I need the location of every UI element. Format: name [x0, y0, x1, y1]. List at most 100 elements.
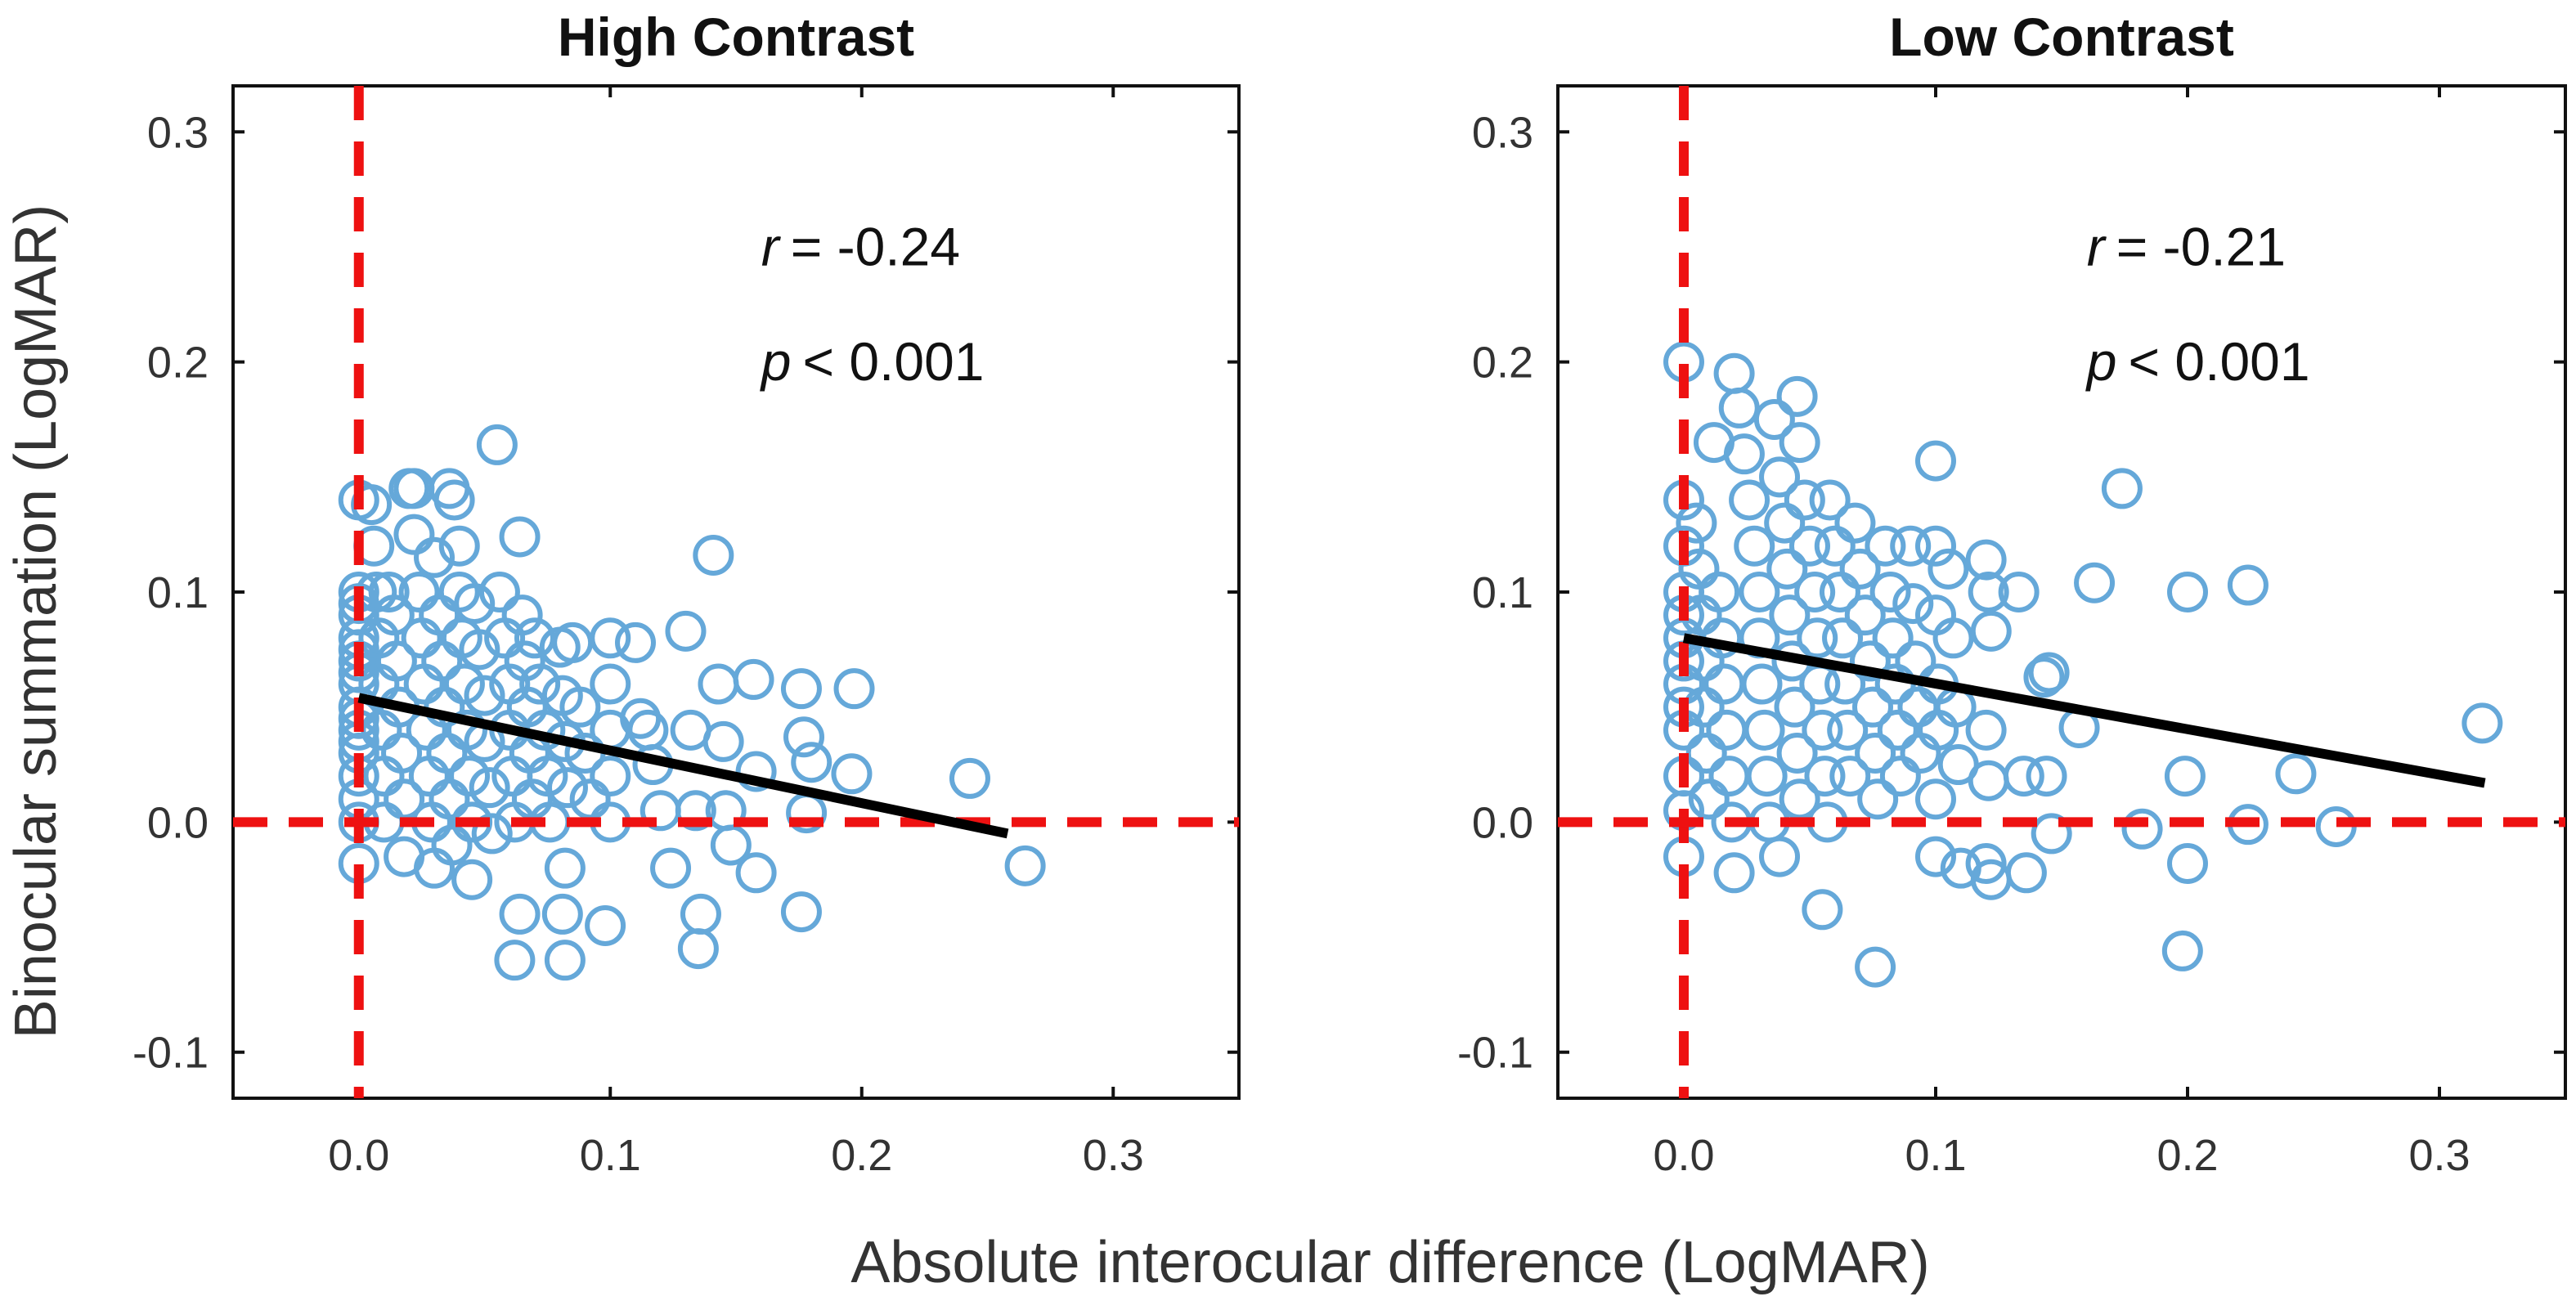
scatter-point — [559, 686, 601, 728]
scatter-point — [1678, 548, 1720, 590]
scatter-point — [1879, 756, 1921, 797]
scatter-point — [1819, 572, 1860, 612]
scatter-point — [1769, 594, 1811, 636]
scatter-point — [1699, 572, 1740, 612]
scatter-point — [1918, 709, 1959, 751]
y-tick-label: 0.1 — [147, 568, 209, 617]
scatter-point — [1741, 663, 1783, 705]
scatter-point — [398, 572, 440, 612]
scatter-point — [403, 663, 445, 705]
scatter-point — [2028, 652, 2070, 693]
scatter-point — [680, 893, 721, 935]
scatter-point — [2074, 562, 2116, 603]
scatter-point — [2167, 572, 2208, 612]
scatter-point — [1776, 732, 1818, 774]
scatter-point — [421, 640, 463, 682]
scatter-point — [1915, 440, 1956, 482]
scatter-point — [1965, 843, 2007, 885]
y-axis-label: Binocular summation (LogMAR) — [3, 204, 69, 1039]
scatter-point — [1915, 525, 1956, 567]
scatter-point — [381, 732, 423, 774]
scatter-point — [1713, 352, 1755, 394]
scatter-point — [363, 756, 405, 797]
scatter-point — [1804, 756, 1846, 797]
scatter-point — [414, 536, 455, 578]
stat-r-annotation: r = -0.21 — [2087, 216, 2286, 276]
scatter-point — [451, 859, 493, 900]
x-tick-label: 0.3 — [2408, 1131, 2470, 1180]
scatter-point — [1865, 525, 1906, 567]
scatter-point — [361, 709, 402, 751]
x-tick-label: 0.1 — [580, 1131, 641, 1180]
scatter-point — [469, 767, 510, 809]
stat-r-value: = -0.24 — [791, 216, 960, 276]
scatter-point — [373, 594, 415, 636]
scatter-point — [2005, 852, 2047, 894]
scatter-point — [791, 742, 832, 783]
regression-line — [1682, 633, 2486, 788]
scatter-point — [1822, 617, 1864, 659]
scatter-point — [351, 484, 393, 526]
scatter-point — [476, 424, 518, 465]
scatter-point — [499, 893, 541, 935]
scatter-point — [1802, 889, 1843, 931]
scatter-point — [1703, 663, 1745, 705]
scatter-point — [735, 852, 777, 894]
x-tick-label: 0.2 — [831, 1131, 892, 1180]
scatter-point — [1915, 836, 1956, 877]
scatter-point — [2026, 756, 2067, 797]
scatter-point — [1827, 709, 1869, 751]
scatter-point — [733, 658, 774, 700]
stat-p-value: < 0.001 — [2129, 331, 2310, 392]
regression-line — [357, 693, 1009, 839]
y-tick-label: 0.1 — [1472, 568, 1533, 617]
scatter-point — [1877, 709, 1919, 751]
x-tick-label: 0.2 — [2156, 1131, 2218, 1180]
y-tick-label: -0.1 — [1457, 1029, 1533, 1078]
scatter-point — [569, 778, 611, 820]
scatter-point — [2161, 930, 2203, 971]
scatter-point — [414, 847, 455, 889]
scatter-point — [1814, 525, 1856, 567]
scatter-point — [1794, 572, 1836, 612]
stat-p-annotation: p < 0.001 — [760, 331, 985, 392]
scatter-point — [949, 757, 990, 799]
scatter-point — [1968, 760, 2009, 801]
scatter-point — [1965, 539, 2007, 581]
scatter-point — [478, 572, 520, 612]
scatter-point — [710, 824, 752, 866]
x-tick-label: 0.1 — [1905, 1131, 1966, 1180]
scatter-point — [1872, 617, 1914, 659]
y-tick-label: 0.3 — [147, 108, 209, 157]
scatter-point — [2101, 468, 2143, 509]
y-tick-label: 0.2 — [147, 339, 209, 388]
scatter-point — [1708, 756, 1750, 797]
plot-frame — [231, 84, 1241, 1100]
chart-title: Low Contrast — [1889, 7, 2234, 67]
scatter-point — [1892, 583, 1934, 625]
scatter-point — [1744, 709, 1785, 751]
scatter-point — [449, 756, 491, 797]
scatter-point — [1723, 433, 1765, 475]
scatter-point — [693, 534, 734, 576]
scatter-point — [546, 767, 588, 809]
scatter-point — [2275, 753, 2317, 795]
scatter-point — [780, 891, 822, 933]
scatter-point — [433, 479, 475, 521]
y-tick-label: 0.0 — [147, 798, 209, 847]
scatter-point — [459, 629, 500, 671]
scatter-point — [454, 583, 496, 625]
scatter-point — [1965, 709, 2007, 751]
y-tick-label: -0.1 — [132, 1029, 209, 1078]
scatter-point — [544, 847, 586, 889]
scatter-point — [2462, 702, 2503, 744]
scatter-point — [1839, 548, 1881, 590]
scatter-point — [1834, 502, 1876, 544]
scatter-point — [615, 621, 656, 663]
stat-p-var: p — [2085, 331, 2117, 392]
scatter-point — [491, 756, 533, 797]
scatter-point — [590, 617, 631, 659]
scatter-point — [2031, 813, 2072, 855]
scatter-point — [1713, 852, 1755, 894]
